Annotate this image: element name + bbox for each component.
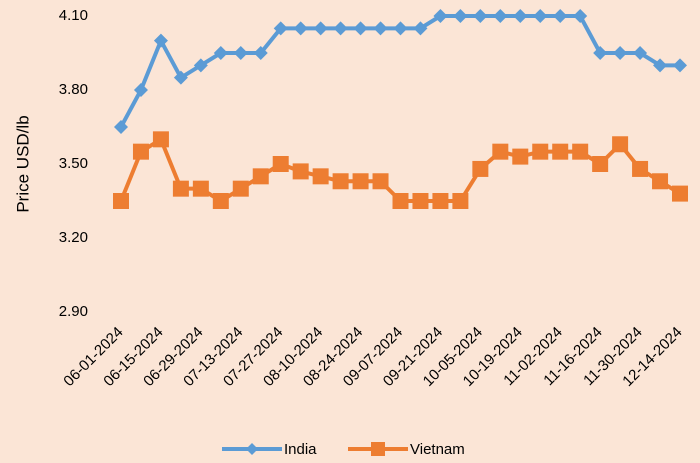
square-marker <box>172 180 189 197</box>
square-marker <box>113 193 129 209</box>
legend-marker <box>371 442 385 456</box>
square-marker <box>572 143 589 160</box>
square-marker <box>592 156 609 172</box>
diamond-marker <box>513 9 528 23</box>
legend-marker <box>246 443 258 455</box>
diamond-marker <box>433 9 448 23</box>
square-marker <box>132 143 149 160</box>
square-marker <box>512 148 529 165</box>
diamond-marker <box>313 21 328 36</box>
square-marker <box>252 168 269 185</box>
square-marker <box>152 131 169 148</box>
diamond-marker <box>293 21 308 36</box>
y-axis-label: Price USD/lb <box>13 115 32 212</box>
diamond-marker <box>253 46 268 60</box>
y-tick-label: 2.90 <box>59 303 88 320</box>
square-marker <box>372 173 389 190</box>
diamond-marker <box>413 21 428 36</box>
diamond-marker <box>473 9 488 23</box>
diamond-marker <box>273 21 288 36</box>
diamond-marker <box>114 120 128 134</box>
square-marker <box>492 143 509 160</box>
legend-label: Vietnam <box>410 441 465 458</box>
y-tick-label: 3.50 <box>59 155 88 172</box>
square-marker <box>552 143 569 160</box>
diamond-marker <box>393 21 408 36</box>
diamond-marker <box>133 83 148 97</box>
square-marker <box>232 180 249 197</box>
diamond-marker <box>493 9 508 23</box>
y-tick-label: 3.80 <box>59 81 88 98</box>
diamond-marker <box>333 21 348 36</box>
square-marker <box>452 193 469 209</box>
square-marker <box>652 173 669 190</box>
square-marker <box>312 168 329 185</box>
square-marker <box>612 136 629 153</box>
square-marker <box>632 160 649 177</box>
diamond-marker <box>373 21 388 36</box>
square-marker <box>352 173 369 190</box>
square-marker <box>332 173 349 190</box>
square-marker <box>432 193 449 209</box>
legend-label: India <box>284 441 317 458</box>
diamond-marker <box>613 46 628 60</box>
diamond-marker <box>673 58 687 73</box>
diamond-marker <box>633 46 648 60</box>
diamond-marker <box>353 21 368 36</box>
diamond-marker <box>453 9 468 23</box>
y-tick-label: 4.10 <box>59 7 88 24</box>
square-marker <box>212 193 229 209</box>
diamond-marker <box>653 58 668 73</box>
square-marker <box>292 163 309 180</box>
square-marker <box>192 180 209 197</box>
square-marker <box>272 156 289 172</box>
diamond-marker <box>593 46 608 60</box>
diamond-marker <box>193 58 208 73</box>
square-marker <box>392 193 409 209</box>
square-marker <box>672 185 688 202</box>
diamond-marker <box>213 46 228 60</box>
diamond-marker <box>573 9 588 23</box>
square-marker <box>412 193 429 209</box>
diamond-marker <box>233 46 248 60</box>
diamond-marker <box>553 9 568 23</box>
square-marker <box>472 160 489 177</box>
diamond-marker <box>173 70 188 85</box>
diamond-marker <box>533 9 548 23</box>
diamond-marker <box>153 33 168 48</box>
square-marker <box>532 143 549 160</box>
y-tick-label: 3.20 <box>59 229 88 246</box>
